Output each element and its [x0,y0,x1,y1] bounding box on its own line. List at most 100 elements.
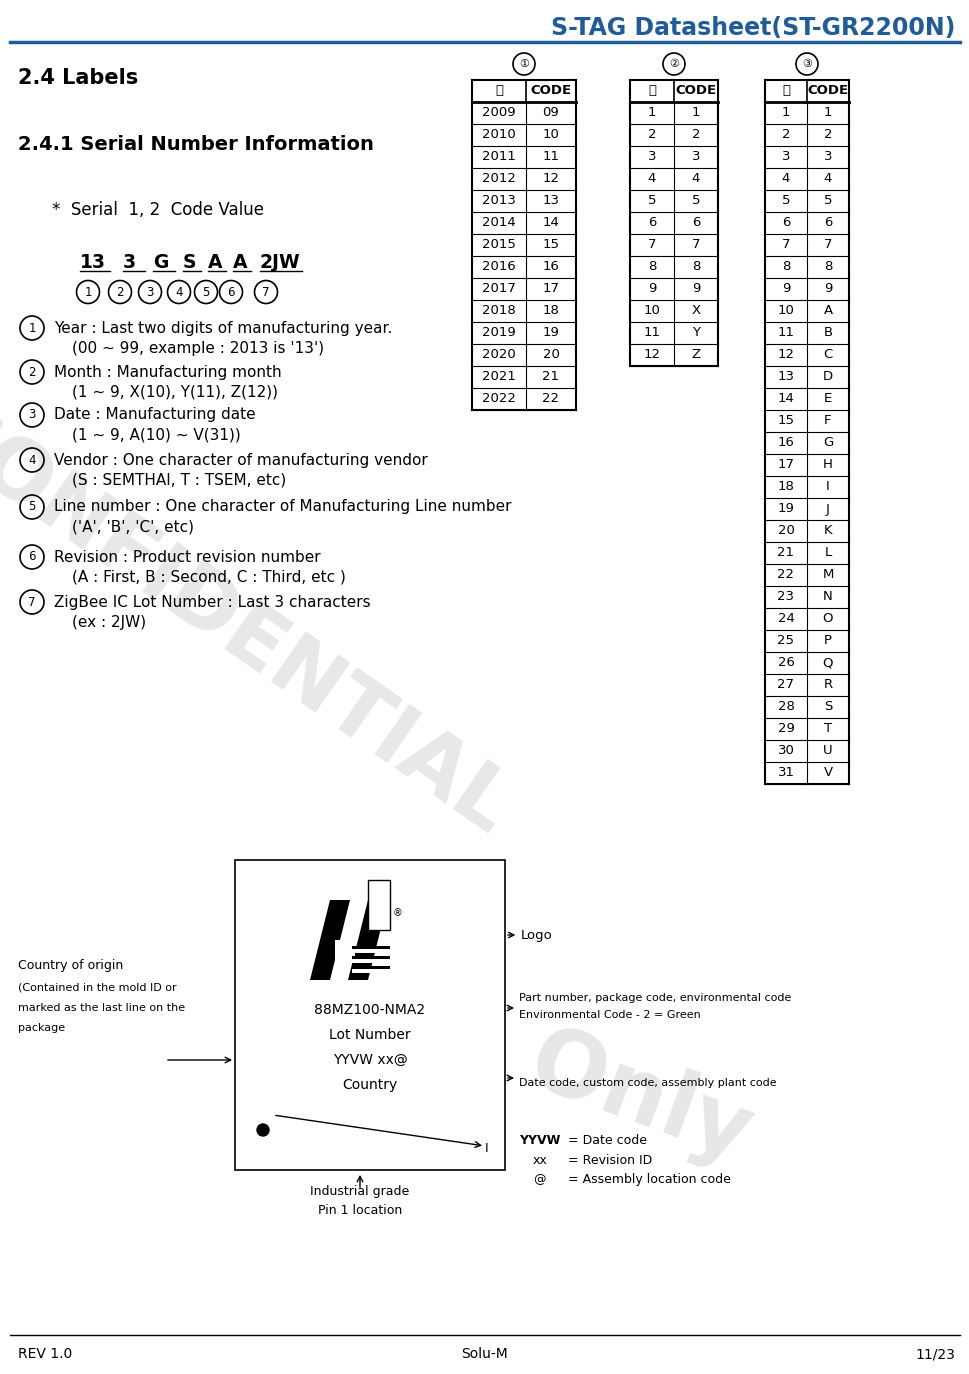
Bar [765,585,848,609]
Text: L: L [824,547,830,559]
Text: (S : SEMTHAI, T : TSEM, etc): (S : SEMTHAI, T : TSEM, etc) [72,473,286,488]
Text: 2012: 2012 [482,173,516,185]
Text: Solu-M: Solu-M [461,1347,508,1362]
Text: 5: 5 [781,195,790,207]
Text: 2010: 2010 [482,129,516,142]
Text: Industrial grade: Industrial grade [310,1186,409,1198]
Text: I: I [484,1142,488,1154]
Text: = Date code: = Date code [568,1134,646,1146]
Bar [765,190,848,212]
Text: *  Serial  1, 2  Code Value: * Serial 1, 2 Code Value [52,201,264,218]
Text: 월: 월 [647,84,655,98]
Text: 3: 3 [691,151,700,164]
Text: 일: 일 [781,84,789,98]
Bar [765,609,848,631]
Text: 1: 1 [781,107,790,120]
Text: 3: 3 [146,286,153,298]
Bar [234,860,505,1171]
Bar [765,431,848,453]
Text: P: P [823,635,831,647]
Text: = Revision ID: = Revision ID [568,1154,651,1167]
Text: 7: 7 [262,286,269,298]
Bar [629,124,717,146]
Bar [472,124,576,146]
Text: 2JW: 2JW [260,253,300,272]
Text: Month : Manufacturing month: Month : Manufacturing month [54,364,281,379]
Text: 16: 16 [777,437,794,449]
Bar [765,719,848,741]
Text: (1 ~ 9, X(10), Y(11), Z(12)): (1 ~ 9, X(10), Y(11), Z(12)) [72,385,278,400]
Text: Only: Only [516,1018,763,1182]
Text: 1: 1 [28,322,36,334]
Text: ①: ① [518,59,528,69]
Text: 4: 4 [647,173,655,185]
Text: 10: 10 [642,305,660,317]
Text: 14: 14 [777,393,794,405]
Text: 2017: 2017 [482,283,516,295]
Bar [629,256,717,278]
Text: 13: 13 [79,253,106,272]
Polygon shape [348,900,388,980]
Text: Line number : One character of Manufacturing Line number: Line number : One character of Manufactu… [54,500,511,514]
Bar [765,80,848,102]
Text: 27: 27 [777,679,794,691]
Text: (A : First, B : Second, C : Third, etc ): (A : First, B : Second, C : Third, etc ) [72,569,346,584]
Text: 17: 17 [777,459,794,471]
Text: 18: 18 [777,481,794,493]
Text: 3: 3 [781,151,790,164]
Text: X: X [691,305,700,317]
Text: 4: 4 [28,453,36,467]
Text: 13: 13 [542,195,559,207]
Bar [472,102,576,124]
Text: V: V [823,767,831,779]
Text: G: G [153,253,169,272]
Text: CODE: CODE [806,84,848,98]
Text: 26: 26 [777,657,794,669]
Bar [472,256,576,278]
Text: Revision : Product revision number: Revision : Product revision number [54,550,321,565]
Text: 2: 2 [691,129,700,142]
Text: 2021: 2021 [482,371,516,383]
Text: (Contained in the mold ID or: (Contained in the mold ID or [18,982,176,993]
Text: A: A [823,305,831,317]
Bar [629,146,717,168]
Text: ZigBee IC Lot Number : Last 3 characters: ZigBee IC Lot Number : Last 3 characters [54,595,370,610]
Text: YYVW: YYVW [518,1134,560,1146]
Text: Vendor : One character of manufacturing vendor: Vendor : One character of manufacturing … [54,452,427,467]
Text: 18: 18 [542,305,559,317]
Text: Date code, custom code, assembly plant code: Date code, custom code, assembly plant c… [518,1079,776,1088]
Text: B: B [823,327,831,339]
Text: 6: 6 [781,217,790,229]
Bar [765,631,848,653]
Text: 3: 3 [28,408,36,422]
Text: 7: 7 [647,239,656,251]
Text: 31: 31 [777,767,794,779]
Text: Q: Q [822,657,832,669]
Bar [765,497,848,519]
Text: 9: 9 [823,283,831,295]
Text: 2: 2 [28,365,36,378]
Text: ('A', 'B', 'C', etc): ('A', 'B', 'C', etc) [72,519,194,534]
Text: 25: 25 [777,635,794,647]
Text: 11/23: 11/23 [914,1347,954,1362]
Text: 28: 28 [777,701,794,713]
Bar [765,409,848,431]
Bar [765,741,848,763]
Text: O: O [822,613,832,625]
Text: 8: 8 [823,261,831,273]
Text: Country: Country [342,1079,397,1092]
Text: 8: 8 [647,261,655,273]
Text: Date : Manufacturing date: Date : Manufacturing date [54,408,256,422]
Bar [765,653,848,675]
Text: Environmental Code - 2 = Green: Environmental Code - 2 = Green [518,1010,700,1020]
Bar [629,300,717,322]
Text: package: package [18,1024,65,1033]
Bar [765,278,848,300]
Text: 2018: 2018 [482,305,516,317]
Text: YYVW xx@: YYVW xx@ [332,1052,407,1068]
Bar [352,949,390,954]
Text: S-TAG Datasheet(ST-GR2200N): S-TAG Datasheet(ST-GR2200N) [550,16,954,40]
Text: CODE: CODE [674,84,716,98]
Text: 6: 6 [823,217,831,229]
Text: A: A [207,253,222,272]
